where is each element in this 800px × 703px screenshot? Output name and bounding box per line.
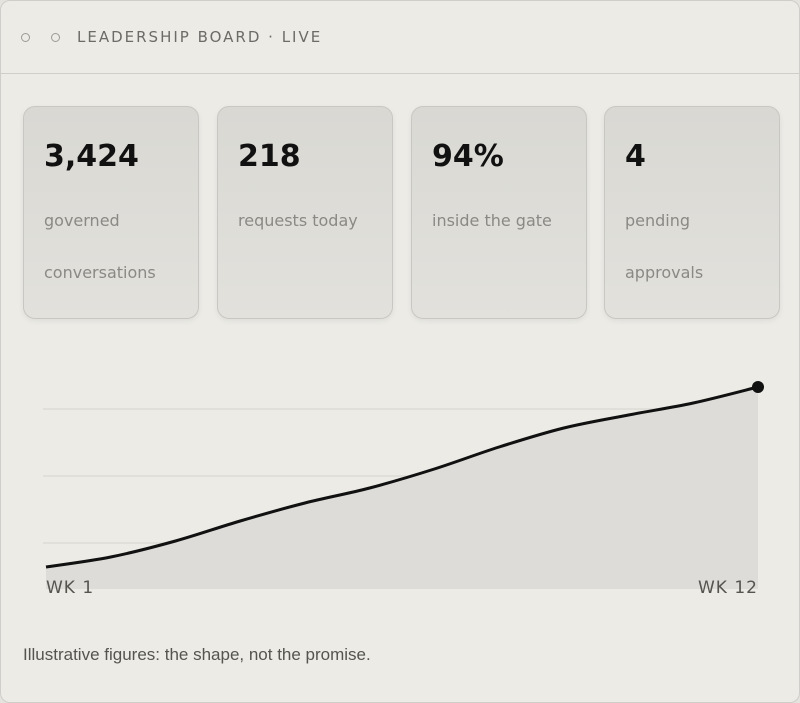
stat-label: pending approvals: [625, 211, 704, 282]
window-dot: [51, 33, 60, 42]
stat-value: 94%: [432, 139, 504, 174]
header-title: LEADERSHIP BOARD · LIVE: [77, 28, 323, 46]
stat-card: 94% inside the gate: [411, 106, 587, 319]
stat-label: inside the gate: [432, 211, 552, 230]
area-fill: [46, 387, 758, 589]
stat-value: 218: [238, 139, 301, 174]
stat-card: 3,424 governed conversations: [23, 106, 199, 319]
end-point: [752, 381, 764, 393]
stat-label: requests today: [238, 211, 358, 230]
stat-value: 3,424: [44, 139, 139, 174]
footnote: Illustrative figures: the shape, not the…: [23, 645, 371, 664]
window-dot: [21, 33, 30, 42]
x-tick-label: WK 12: [698, 578, 758, 598]
header: LEADERSHIP BOARD · LIVE: [1, 1, 799, 74]
stat-label: governed conversations: [44, 211, 156, 282]
stat-card: 218 requests today: [217, 106, 393, 319]
x-tick-label: WK 1: [46, 578, 94, 598]
stat-card: 4 pending approvals: [604, 106, 780, 319]
stat-value: 4: [625, 139, 646, 174]
line: [45, 385, 759, 569]
